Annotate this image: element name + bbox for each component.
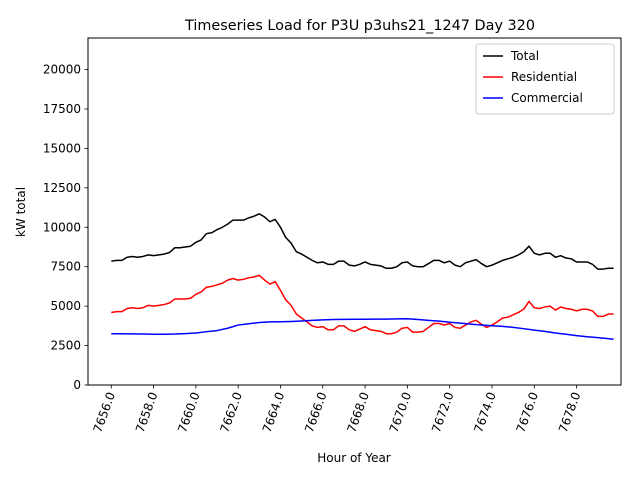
series-lines [111, 213, 614, 341]
plot-frame [87, 37, 622, 386]
y-tick-label: 17500 [43, 102, 81, 116]
chart-title: Timeseries Load for P3U p3uhs21_1247 Day… [184, 18, 535, 34]
y-tick-label: 5000 [50, 299, 81, 313]
y-tick-label: 2500 [50, 339, 81, 353]
series-line-total [111, 213, 614, 270]
y-tick-label: 7500 [50, 260, 81, 274]
legend: Total Residential Commercial [475, 43, 615, 115]
legend-label-commercial: Commercial [511, 91, 583, 105]
x-axis-label: Hour of Year [317, 451, 391, 465]
series-line-residential [111, 274, 614, 335]
legend-box [475, 43, 615, 115]
y-tick-label: 20000 [43, 63, 81, 77]
y-axis-label: kW total [14, 187, 28, 237]
series-line-commercial [111, 318, 614, 341]
y-tick-label: 0 [73, 378, 81, 392]
y-tick-label: 10000 [43, 220, 81, 234]
y-tick-label: 15000 [43, 141, 81, 155]
legend-label-residential: Residential [511, 70, 577, 84]
y-tick-label: 12500 [43, 181, 81, 195]
y-axis: 0 2500 5000 7500 10000 12500 15000 17500 20000 [43, 63, 88, 392]
legend-label-total: Total [510, 49, 539, 63]
